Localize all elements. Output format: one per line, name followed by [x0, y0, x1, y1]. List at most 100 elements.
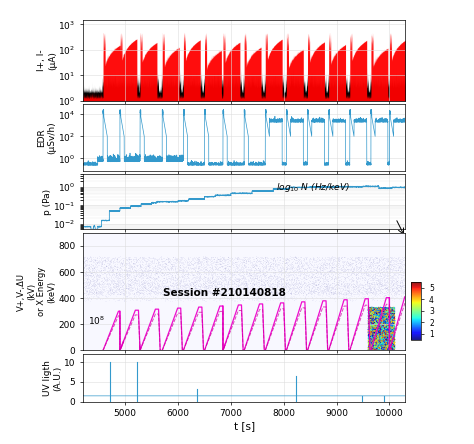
Point: [146, 269, 153, 276]
Point: [344, 287, 351, 294]
Point: [113, 265, 121, 272]
Point: [258, 273, 265, 280]
Point: [316, 297, 323, 304]
Point: [277, 274, 285, 281]
Point: [100, 283, 107, 290]
Point: [222, 276, 229, 283]
Point: [342, 292, 350, 299]
Point: [387, 321, 394, 328]
Point: [223, 285, 231, 292]
Point: [207, 288, 214, 295]
Point: [167, 265, 174, 272]
Point: [238, 263, 246, 270]
Point: [264, 257, 271, 264]
Point: [146, 255, 153, 262]
Point: [319, 269, 326, 276]
Point: [123, 270, 131, 278]
Point: [394, 271, 402, 278]
Point: [367, 339, 374, 346]
Point: [389, 329, 397, 336]
Point: [386, 345, 393, 352]
Point: [374, 309, 382, 316]
Point: [305, 285, 313, 292]
Point: [383, 336, 390, 343]
Point: [391, 278, 398, 285]
Point: [169, 269, 176, 276]
Point: [306, 256, 314, 263]
Point: [337, 280, 345, 287]
Point: [158, 291, 165, 298]
Point: [109, 270, 117, 277]
Point: [372, 307, 380, 314]
Point: [390, 347, 397, 354]
Point: [374, 337, 382, 344]
Point: [345, 284, 352, 291]
Point: [365, 306, 373, 313]
Point: [328, 283, 335, 290]
Point: [122, 266, 130, 273]
Point: [144, 286, 152, 293]
Point: [232, 290, 240, 297]
Point: [255, 263, 263, 270]
Point: [81, 285, 89, 293]
Point: [107, 287, 114, 294]
Point: [368, 343, 375, 350]
Point: [273, 278, 281, 285]
Point: [325, 288, 332, 295]
Point: [328, 265, 336, 272]
Point: [378, 334, 385, 341]
Point: [381, 316, 388, 323]
Point: [116, 278, 123, 285]
Point: [381, 341, 389, 349]
Point: [165, 268, 173, 275]
Point: [372, 345, 379, 352]
Point: [374, 318, 382, 325]
Point: [387, 335, 394, 342]
Point: [116, 276, 123, 283]
Point: [139, 282, 146, 289]
Point: [234, 278, 241, 285]
Point: [169, 260, 177, 267]
Point: [377, 326, 385, 333]
Point: [367, 307, 375, 314]
Point: [187, 281, 195, 288]
Point: [368, 319, 375, 326]
Point: [379, 345, 386, 352]
Point: [224, 265, 232, 272]
Point: [378, 329, 385, 336]
Point: [360, 293, 367, 300]
Point: [366, 289, 374, 296]
Point: [390, 327, 397, 334]
Point: [384, 264, 392, 271]
Point: [381, 313, 389, 320]
Point: [152, 280, 159, 287]
Point: [109, 281, 117, 288]
Point: [374, 340, 381, 347]
Point: [387, 311, 394, 318]
Point: [379, 340, 387, 347]
Point: [236, 294, 243, 301]
Point: [251, 292, 259, 299]
Point: [293, 273, 301, 280]
Point: [369, 323, 377, 330]
Point: [92, 296, 100, 303]
Point: [311, 266, 319, 273]
Point: [307, 280, 314, 287]
Point: [98, 261, 105, 268]
Point: [91, 292, 99, 299]
Point: [366, 279, 374, 286]
Point: [389, 305, 397, 312]
Point: [161, 269, 169, 276]
Point: [382, 337, 389, 344]
Point: [322, 291, 329, 298]
Point: [367, 344, 374, 351]
Point: [258, 277, 265, 284]
Point: [214, 291, 222, 298]
Point: [308, 279, 316, 286]
Point: [366, 262, 374, 269]
Point: [291, 267, 298, 274]
Point: [389, 339, 397, 346]
Point: [291, 254, 299, 261]
Point: [383, 265, 390, 272]
Point: [263, 268, 271, 275]
